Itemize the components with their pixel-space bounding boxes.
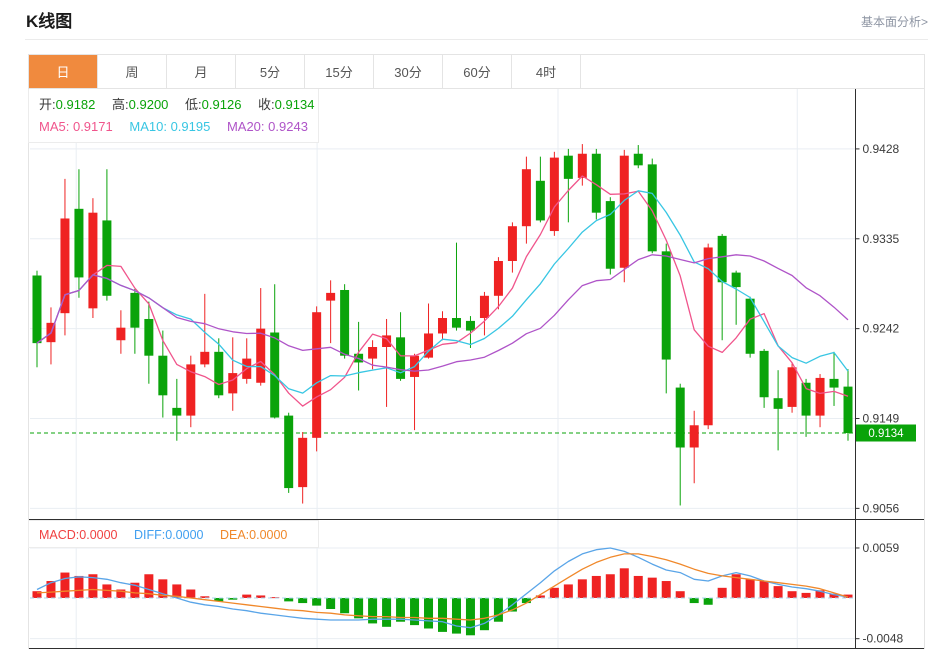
low-value: 0.9126	[201, 97, 242, 112]
tab-5分[interactable]: 5分	[236, 55, 305, 88]
y-axis-label: 0.9242	[863, 322, 900, 336]
y-axis-label: 0.0059	[863, 541, 900, 555]
macd-value: 0.0000	[79, 528, 118, 542]
page-title: K线图	[26, 12, 73, 31]
ma5-line	[36, 175, 849, 407]
ma5-label: MA5:	[39, 119, 70, 134]
ma5-value: 0.9171	[72, 119, 113, 134]
header-divider	[25, 39, 928, 40]
macd-legend: MACD:0.0000 DIFF:0.0000 DEA:0.0000	[28, 520, 319, 548]
low-label: 低:	[185, 97, 202, 112]
tab-60分[interactable]: 60分	[443, 55, 512, 88]
ma20-value: 0.9243	[268, 119, 308, 134]
y-axis-label: 0.9056	[863, 501, 900, 515]
ma10-value: 0.9195	[170, 119, 211, 134]
tab-4时[interactable]: 4时	[512, 55, 581, 88]
diff-label: DIFF:	[134, 528, 166, 542]
macd-histogram	[32, 568, 853, 636]
tab-日[interactable]: 日	[29, 55, 98, 88]
fundamental-analysis-link[interactable]: 基本面分析>	[860, 15, 928, 29]
dea-label: DEA:	[219, 528, 250, 542]
ohlc-legend: 开:0.9182 高:0.9200 低:0.9126 收:0.9134 MA5:…	[28, 89, 319, 143]
ma20-line	[36, 254, 849, 372]
ohlc-row: 开:0.9182 高:0.9200 低:0.9126 收:0.9134	[39, 94, 314, 116]
tab-15分[interactable]: 15分	[305, 55, 374, 88]
y-axis-label: -0.0048	[863, 632, 904, 646]
period-tabbar: 日周月 5分 15分 30分 60分 4时	[28, 54, 925, 89]
tab-30分[interactable]: 30分	[374, 55, 443, 88]
dea-value: 0.0000	[249, 528, 288, 542]
dea-line	[36, 553, 849, 621]
open-label: 开:	[39, 97, 56, 112]
last-price-badge-value: 0.9134	[868, 428, 904, 440]
open-value: 0.9182	[55, 97, 96, 112]
high-value: 0.9200	[128, 97, 169, 112]
high-label: 高:	[112, 97, 129, 112]
candles-layer	[32, 144, 853, 506]
macd-label: MACD:	[39, 528, 80, 542]
last-price-badge: 0.9134	[856, 424, 916, 442]
tab-月[interactable]: 月	[167, 55, 236, 88]
y-axis-label: 0.9428	[863, 142, 900, 156]
ma10-line	[36, 190, 849, 394]
y-axis-labels: 0.9428 0.9335 0.9242 0.9149 0.9056 0.0059 -0.0…	[855, 142, 904, 646]
ma20-label: MA20:	[226, 119, 265, 134]
close-label: 收:	[258, 97, 275, 112]
tab-周[interactable]: 周	[98, 55, 167, 88]
y-axis-label: 0.9149	[863, 412, 900, 426]
close-value: 0.9134	[274, 97, 315, 112]
grid	[30, 89, 855, 648]
ma10-label: MA10:	[129, 119, 167, 134]
ma-row: MA5: 0.9171 MA10: 0.9195 MA20: 0.9243	[39, 116, 308, 138]
diff-value: 0.0000	[165, 528, 204, 542]
y-axis-label: 0.9335	[863, 232, 900, 246]
